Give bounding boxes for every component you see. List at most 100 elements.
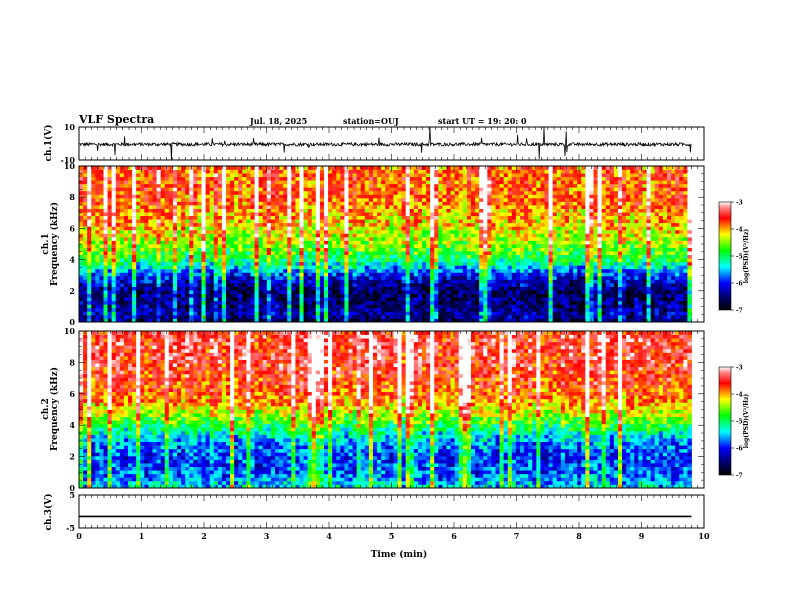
spectrogram-cell <box>417 307 423 312</box>
spectrogram-cell <box>515 187 521 192</box>
spectrogram-cell <box>79 318 84 323</box>
spectrogram-cell <box>454 201 460 206</box>
spectrogram-cell <box>111 176 117 181</box>
spectrogram-cell <box>332 258 337 263</box>
spectrogram-cell <box>348 251 353 256</box>
spectrogram-cell <box>417 215 423 220</box>
spectrogram-cell <box>430 226 435 231</box>
spectrogram-cell <box>417 251 423 256</box>
spectrogram-cell <box>507 286 513 291</box>
spectrogram-cell <box>491 311 496 316</box>
spectrogram-cell <box>91 169 96 174</box>
spectrogram-cell <box>311 293 317 298</box>
spectrogram-cell <box>426 290 431 295</box>
spectrogram-cell <box>344 251 349 256</box>
spectrogram-cell <box>332 314 337 319</box>
spectrogram-cell <box>336 268 341 273</box>
spectrogram-cell <box>336 265 341 270</box>
spectrogram-cell <box>299 251 304 256</box>
spectrogram-cell <box>454 173 460 178</box>
spectrogram-cell <box>393 197 398 202</box>
spectrogram-cell <box>336 205 341 209</box>
spectrogram-cell <box>438 286 443 291</box>
spectrogram-cell <box>417 229 423 234</box>
spectrogram-cell <box>385 201 390 206</box>
spectrogram-cell <box>266 183 272 188</box>
spectrogram-cell <box>397 197 402 202</box>
spectrogram-cell <box>95 261 100 266</box>
spectrogram-cell <box>495 222 500 227</box>
spectrogram-cell <box>287 244 292 248</box>
spectrogram-cell <box>115 240 121 245</box>
spectrogram-cell <box>209 205 215 209</box>
spectrogram-cell <box>295 187 300 192</box>
spectrogram-cell <box>156 272 162 277</box>
spectrogram-cell <box>299 180 304 185</box>
spectrogram-cell <box>266 229 272 234</box>
spectrogram-cell <box>270 290 276 295</box>
spectrogram-cell <box>364 311 370 316</box>
spectrogram-cell <box>319 208 325 213</box>
spectrogram-cell <box>234 307 239 312</box>
spectrogram-cell <box>246 215 251 220</box>
spectrogram-cell <box>242 180 247 185</box>
spectrogram-cell <box>315 279 321 284</box>
spectrogram-cell <box>487 261 492 266</box>
spectrogram-cell <box>299 244 304 248</box>
spectrogram-cell <box>336 180 341 185</box>
spectrogram-cell <box>479 300 484 305</box>
spectrogram-cell <box>454 318 460 323</box>
spectrogram-cell <box>479 226 484 231</box>
spectrogram-cell <box>217 166 223 170</box>
spectrogram-cell <box>393 169 398 174</box>
spectrogram-cell <box>177 229 182 234</box>
spectrogram-cell <box>430 229 435 234</box>
spectrogram-cell <box>103 173 108 178</box>
spectrogram-cell <box>381 212 386 217</box>
spectrogram-cell <box>205 166 211 170</box>
spectrogram-cell <box>397 229 402 234</box>
spectrogram-cell <box>177 176 182 181</box>
spectrogram-cell <box>189 187 194 192</box>
spectrogram-cell <box>193 247 198 252</box>
spectrogram-cell <box>515 197 521 202</box>
spectrogram-cell <box>140 304 145 309</box>
spectrogram-cell <box>107 219 113 224</box>
spectrogram-cell <box>287 279 292 284</box>
spectrogram-cell <box>279 173 284 178</box>
spectrogram-cell <box>503 251 509 256</box>
spectrogram-cell <box>185 283 190 287</box>
spectrogram-cell <box>417 304 423 309</box>
spectrogram-cell <box>442 297 447 302</box>
spectrogram-cell <box>397 268 402 273</box>
spectrogram-cell <box>254 173 260 178</box>
spectrogram-cell <box>226 236 231 241</box>
spectrogram-cell <box>226 226 231 231</box>
spectrogram-cell <box>213 261 219 266</box>
spectrogram-cell <box>340 318 345 323</box>
spectrogram-cell <box>123 173 129 178</box>
spectrogram-cell <box>115 219 121 224</box>
spectrogram-cell <box>462 180 468 185</box>
spectrogram-cell <box>397 314 402 319</box>
spectrogram-cell <box>393 268 398 273</box>
spectrogram-cell <box>136 180 141 185</box>
spectrogram-cell <box>205 208 211 213</box>
spectrogram-cell <box>397 261 402 266</box>
spectrogram-cell <box>385 275 390 280</box>
spectrogram-cell <box>164 286 170 291</box>
spectrogram-cell <box>511 215 517 220</box>
spectrogram-cell <box>348 318 353 323</box>
spectrogram-cell <box>193 290 198 295</box>
spectrogram-cell <box>430 258 435 263</box>
spectrogram-cell <box>381 286 386 291</box>
spectrogram-cell <box>115 283 121 287</box>
spectrogram-cell <box>148 208 153 213</box>
spectrogram-cell <box>454 265 460 270</box>
spectrogram-cell <box>413 169 419 174</box>
spectrogram-cell <box>332 290 337 295</box>
spectrogram-cell <box>356 247 362 252</box>
spectrogram-cell <box>266 219 272 224</box>
spectrogram-cell <box>446 166 451 170</box>
spectrogram-cell <box>291 187 296 192</box>
